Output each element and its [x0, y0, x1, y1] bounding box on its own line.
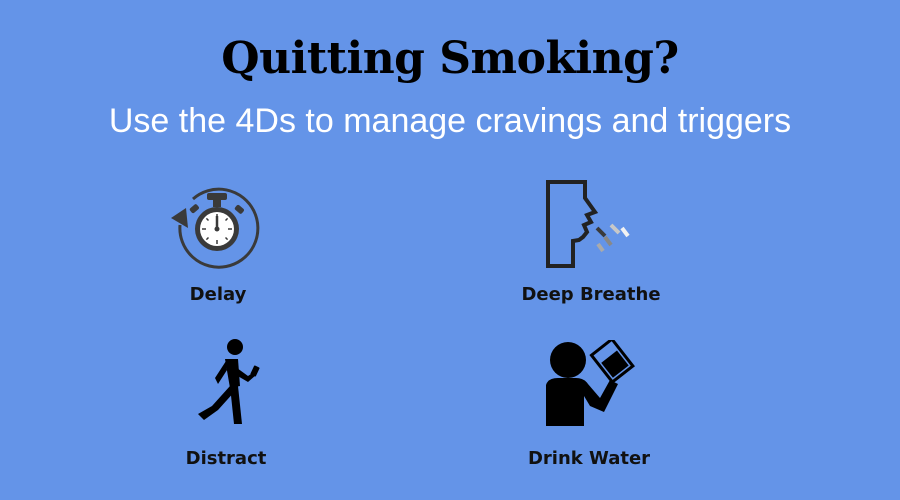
distract-label: Distract	[185, 448, 267, 469]
person-walking-phone-icon	[198, 339, 260, 424]
breathing-face-icon	[546, 180, 630, 268]
person-drinking-icon	[546, 340, 635, 426]
deep-breathe-label: Deep Breathe	[521, 284, 661, 305]
delay-label: Delay	[189, 284, 247, 305]
page-title: Quitting Smoking?	[221, 33, 679, 84]
page-subtitle: Use the 4Ds to manage cravings and trigg…	[108, 102, 792, 140]
stopwatch-icon	[171, 187, 260, 269]
drink-water-label: Drink Water	[527, 448, 651, 469]
